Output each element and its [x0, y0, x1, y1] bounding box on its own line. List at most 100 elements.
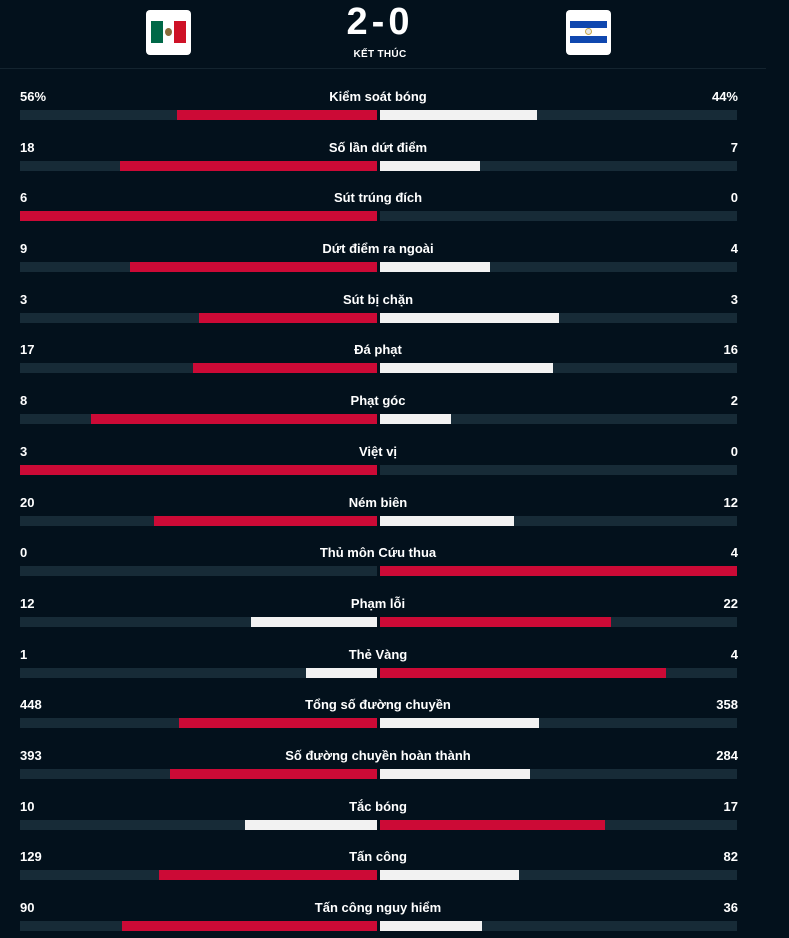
- stat-away-value: 2: [730, 393, 738, 409]
- stat-label: Sút trúng đích: [333, 190, 423, 206]
- stat-away-bar-fill: [380, 921, 483, 931]
- stat-row: 9 Dứt điểm ra ngoài 4: [0, 240, 789, 291]
- stat-away-value: 4: [730, 241, 738, 257]
- stats-list: 56% Kiểm soát bóng 44% 18 Số lần dứt điểm 7 6 S…: [0, 88, 789, 938]
- stat-row: 448 Tổng số đường chuyền 358: [0, 696, 789, 747]
- stat-row: 8 Phạt góc 2: [0, 392, 789, 443]
- stat-away-value: 0: [730, 190, 738, 206]
- stat-home-value: 20: [20, 494, 35, 510]
- stat-home-bar-fill: [244, 819, 377, 830]
- stat-home-bar-fill: [129, 262, 377, 273]
- stat-home-value: 9: [20, 241, 28, 257]
- stat-label: Tắc bóng: [349, 798, 407, 814]
- stat-home-bar-track: [20, 414, 377, 425]
- stat-home-bar-track: [20, 819, 377, 830]
- stat-home-bar-track: [20, 110, 377, 120]
- stat-away-bar-fill: [380, 768, 530, 779]
- stat-row: 17 Đá phạt 16: [0, 341, 789, 392]
- stat-row: 56% Kiểm soát bóng 44%: [0, 88, 789, 139]
- stat-row: 0 Thủ môn Cứu thua 4: [0, 544, 789, 595]
- stat-away-value: 3: [730, 291, 738, 307]
- stat-away-bar-fill: [380, 566, 737, 577]
- stat-home-bar-track: [20, 870, 377, 881]
- stat-row: 10 Tắc bóng 17: [0, 798, 789, 849]
- stat-away-bar-track: [380, 160, 737, 171]
- stat-home-value: 12: [20, 595, 35, 611]
- stat-home-value: 3: [20, 291, 28, 307]
- stat-home-value: 129: [20, 849, 42, 865]
- stat-home-value: 17: [20, 342, 35, 358]
- stat-home-bar-fill: [119, 160, 377, 171]
- stat-away-bar-track: [380, 211, 737, 222]
- stat-home-bar-track: [20, 515, 377, 526]
- stat-home-bar-fill: [177, 110, 377, 120]
- stat-away-bar-fill: [380, 870, 519, 881]
- stat-away-value: 4: [730, 545, 738, 561]
- stat-label: Kiểm soát bóng: [329, 89, 427, 104]
- stat-row: 20 Ném biên 12: [0, 494, 789, 545]
- stat-away-value: 44%: [711, 89, 738, 104]
- stat-label: Phạt góc: [350, 393, 406, 409]
- stat-home-bar-fill: [158, 870, 377, 881]
- stat-away-bar-fill: [380, 515, 514, 526]
- stat-home-bar-fill: [178, 718, 377, 729]
- stat-home-value: 56%: [20, 89, 47, 104]
- stat-away-bar-fill: [380, 667, 666, 678]
- stat-row: 129 Tấn công 82: [0, 848, 789, 899]
- match-status: KẾT THÚC: [353, 49, 407, 60]
- stat-row: 3 Việt vị 0: [0, 443, 789, 494]
- stat-away-value: 12: [723, 494, 738, 510]
- stat-home-bar-fill: [122, 921, 377, 931]
- stat-home-value: 8: [20, 393, 28, 409]
- stat-away-bar-track: [380, 768, 737, 779]
- match-header: 2-0 KẾT THÚC: [0, 0, 766, 69]
- stat-home-bar-fill: [193, 363, 377, 374]
- stat-home-bar-track: [20, 566, 377, 577]
- stat-home-value: 10: [20, 798, 35, 814]
- stat-label: Ném biên: [348, 494, 408, 510]
- stat-home-bar-track: [20, 667, 377, 678]
- stat-row: 1 Thẻ Vàng 4: [0, 646, 789, 697]
- stat-home-bar-fill: [305, 667, 377, 678]
- stat-home-value: 0: [20, 545, 28, 561]
- stat-home-value: 448: [20, 697, 42, 713]
- stat-away-bar-fill: [380, 262, 490, 273]
- stat-label: Tổng số đường chuyền: [305, 697, 451, 713]
- stat-away-value: 16: [723, 342, 738, 358]
- stat-home-bar-track: [20, 768, 377, 779]
- stat-away-bar-fill: [380, 110, 538, 120]
- stat-home-bar-fill: [91, 414, 377, 425]
- stat-row: 6 Sút trúng đích 0: [0, 189, 789, 240]
- stat-home-value: 3: [20, 443, 28, 459]
- stat-row: 18 Số lần dứt điểm 7: [0, 139, 789, 190]
- stat-home-value: 393: [20, 747, 42, 763]
- mexico-flag-icon[interactable]: [146, 10, 191, 55]
- stat-label: Tấn công: [349, 849, 407, 865]
- stat-home-bar-track: [20, 464, 377, 475]
- stat-away-bar-track: [380, 566, 737, 577]
- el-salvador-flag-icon[interactable]: [566, 10, 611, 55]
- stat-home-bar-fill: [20, 464, 377, 475]
- stat-home-bar-track: [20, 262, 377, 273]
- stat-away-value: 22: [723, 595, 738, 611]
- stat-row: 90 Tấn công nguy hiểm 36: [0, 899, 789, 938]
- stat-away-value: 0: [730, 443, 738, 459]
- stat-label: Số đường chuyền hoàn thành: [285, 747, 471, 763]
- stat-away-value: 358: [716, 697, 738, 713]
- stat-home-value: 1: [20, 646, 28, 662]
- stat-away-bar-track: [380, 110, 737, 120]
- stat-home-value: 18: [20, 139, 35, 155]
- stat-away-bar-fill: [380, 312, 559, 323]
- stat-away-bar-fill: [380, 819, 605, 830]
- stat-away-value: 4: [730, 646, 738, 662]
- stat-label: Thủ môn Cứu thua: [319, 545, 437, 561]
- stat-away-bar-track: [380, 667, 737, 678]
- stat-away-bar-track: [380, 616, 737, 627]
- stat-label: Thẻ Vàng: [348, 646, 408, 662]
- stat-away-bar-fill: [380, 414, 452, 425]
- stat-home-value: 6: [20, 190, 28, 206]
- stat-label: Phạm lỗi: [350, 595, 406, 611]
- stat-away-bar-track: [380, 819, 737, 830]
- stat-away-bar-track: [380, 921, 737, 931]
- stat-label: Việt vị: [358, 443, 398, 459]
